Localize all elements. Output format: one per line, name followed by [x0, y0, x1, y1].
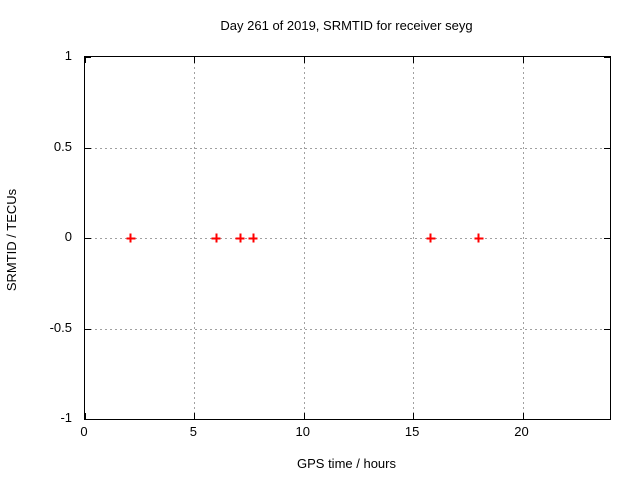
y-tick-label: -0.5	[49, 319, 72, 335]
horizontal-gridline	[85, 147, 610, 149]
data-point-marker	[426, 233, 436, 243]
y-tick-mark-right	[604, 328, 610, 330]
y-tick-label: 1	[64, 48, 72, 63]
x-tick-label: 0	[80, 424, 88, 439]
x-tick-mark-bottom	[522, 413, 524, 419]
x-tick-mark-bottom	[413, 413, 415, 419]
x-tick-mark-top	[85, 57, 86, 63]
data-point-marker	[248, 233, 258, 243]
data-point-marker	[126, 233, 136, 243]
x-axis-label: GPS time / hours	[297, 456, 396, 471]
y-tick-mark-left	[85, 57, 91, 58]
x-tick-label: 10	[295, 424, 310, 439]
y-tick-mark-right	[604, 57, 610, 58]
horizontal-gridline	[85, 238, 610, 239]
data-point-marker	[211, 233, 221, 243]
x-tick-label: 5	[189, 424, 197, 439]
y-tick-label: -1	[60, 410, 72, 425]
x-tick-label: 20	[514, 424, 529, 439]
x-tick-label: 15	[404, 424, 420, 439]
y-tick-mark-right	[604, 419, 610, 420]
y-tick-label: 0.5	[53, 138, 72, 154]
chart-title: Day 261 of 2019, SRMTID for receiver sey…	[220, 18, 473, 33]
y-tick-mark-left	[85, 419, 91, 420]
x-tick-mark-top	[303, 57, 305, 63]
x-tick-mark-top	[413, 57, 415, 63]
y-tick-label: 0	[64, 229, 72, 244]
x-tick-mark-bottom	[303, 413, 305, 419]
y-tick-mark-left	[85, 238, 91, 239]
y-tick-mark-left	[85, 328, 91, 330]
x-axis-tick-labels: 0 5 10 15 20	[80, 424, 609, 440]
x-tick-mark-top	[194, 57, 196, 63]
plot-area	[84, 56, 611, 420]
horizontal-gridline	[85, 328, 610, 330]
data-point-marker	[235, 233, 245, 243]
y-tick-mark-right	[604, 238, 610, 239]
x-tick-mark-bottom	[85, 413, 86, 419]
x-tick-mark-bottom	[194, 413, 196, 419]
y-axis-tick-labels: 1 0.5 0 -0.5 -1	[0, 48, 72, 425]
y-tick-mark-right	[604, 147, 610, 149]
data-point-marker	[474, 233, 484, 243]
y-tick-mark-left	[85, 147, 91, 149]
y-axis-label: SRMTID / TECUs	[4, 188, 19, 292]
x-tick-mark-top	[522, 57, 524, 63]
